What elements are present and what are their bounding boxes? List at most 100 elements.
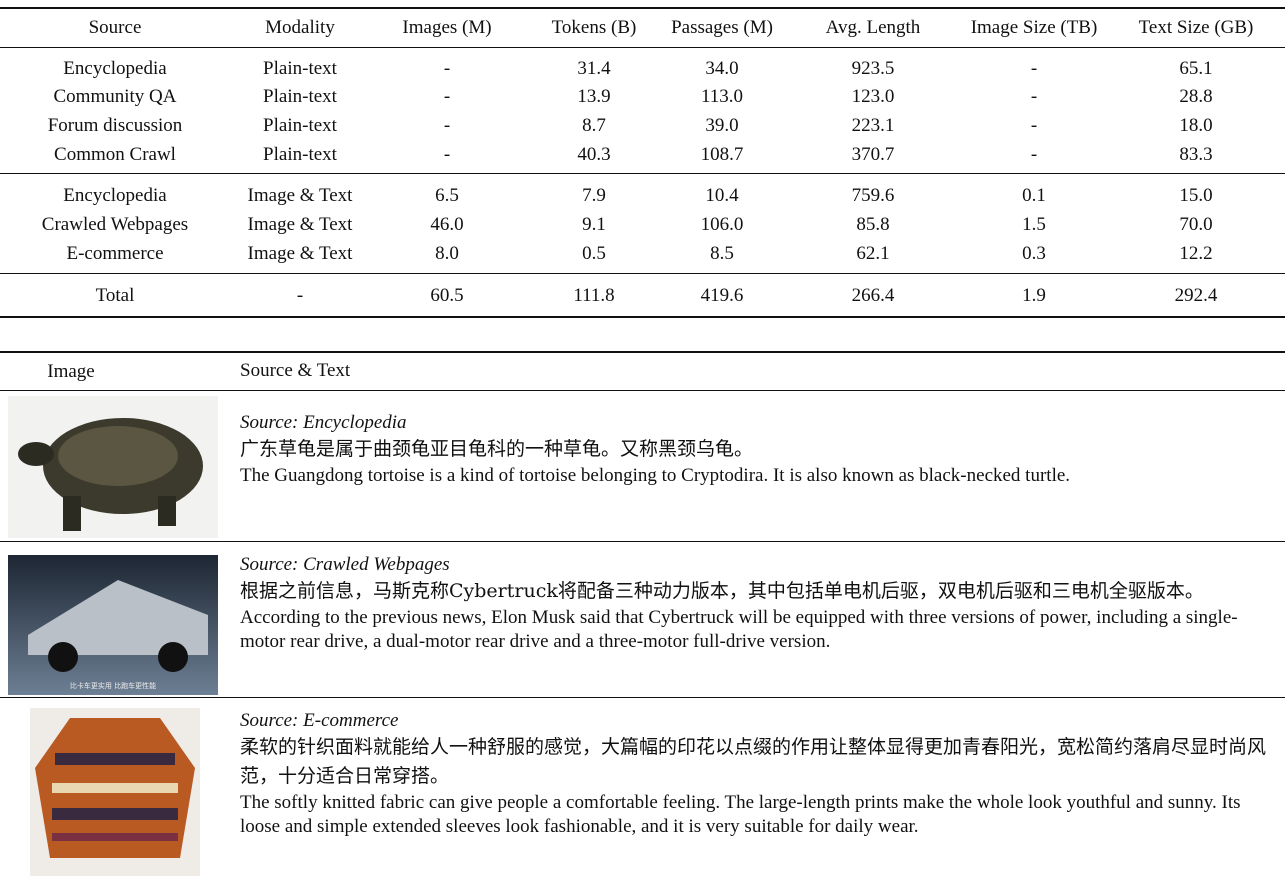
rule bbox=[0, 697, 1285, 698]
table-cell: Plain-text bbox=[263, 86, 337, 107]
table-cell: 8.0 bbox=[435, 243, 459, 264]
column-header: Images (M) bbox=[402, 17, 492, 38]
truck-image: 比卡车更实用 比跑车更性能 bbox=[8, 555, 218, 695]
table-cell: 31.4 bbox=[577, 58, 611, 79]
rule bbox=[0, 316, 1285, 318]
table-cell: Encyclopedia bbox=[63, 58, 167, 79]
table-cell: - bbox=[443, 115, 451, 136]
table-cell: Plain-text bbox=[263, 58, 337, 79]
table-cell: 70.0 bbox=[1179, 214, 1213, 235]
table-cell: 28.8 bbox=[1179, 86, 1213, 107]
table-cell: 85.8 bbox=[856, 214, 890, 235]
column-header: Avg. Length bbox=[825, 17, 921, 38]
column-header: Passages (M) bbox=[671, 17, 773, 38]
en-text: According to the previous news, Elon Mus… bbox=[240, 607, 1238, 652]
table-cell: 8.7 bbox=[582, 115, 606, 136]
column-header: Image bbox=[47, 361, 95, 382]
table-cell: 1.9 bbox=[1022, 285, 1046, 306]
table-cell: 106.0 bbox=[700, 214, 744, 235]
zh-text: 根据之前信息，马斯克称Cybertruck将配备三种动力版本，其中包括单电机后驱… bbox=[240, 580, 1204, 602]
rule bbox=[0, 7, 1285, 9]
table-cell: - bbox=[1030, 86, 1038, 107]
row-text: Source: Encyclopedia 广东草龟是属于曲颈龟亚目龟科的一种草龟。… bbox=[240, 411, 1280, 488]
column-header: Tokens (B) bbox=[551, 17, 637, 38]
table-cell: - bbox=[296, 285, 304, 306]
table-cell: Image & Text bbox=[247, 243, 353, 264]
table-cell: 39.0 bbox=[705, 115, 739, 136]
table-cell: 6.5 bbox=[435, 185, 459, 206]
table-cell: Plain-text bbox=[263, 144, 337, 165]
table-cell: E-commerce bbox=[66, 243, 164, 264]
table-cell: 18.0 bbox=[1179, 115, 1213, 136]
table-cell: 266.4 bbox=[851, 285, 895, 306]
table-cell: 9.1 bbox=[582, 214, 606, 235]
table-cell: 0.3 bbox=[1022, 243, 1046, 264]
table-cell: - bbox=[1030, 58, 1038, 79]
table-cell: Image & Text bbox=[247, 214, 353, 235]
source-label: Source: Encyclopedia bbox=[240, 412, 407, 433]
table-cell: 10.4 bbox=[705, 185, 739, 206]
rule bbox=[0, 351, 1285, 353]
column-header: Modality bbox=[265, 17, 335, 38]
table-cell: - bbox=[443, 86, 451, 107]
table-cell: Image & Text bbox=[247, 185, 353, 206]
source-label: Source: Crawled Webpages bbox=[240, 554, 450, 575]
table-cell: 8.5 bbox=[710, 243, 734, 264]
table-cell: 0.1 bbox=[1022, 185, 1046, 206]
table-cell: 1.5 bbox=[1022, 214, 1046, 235]
table-cell: Community QA bbox=[53, 86, 177, 107]
table-cell: 83.3 bbox=[1179, 144, 1213, 165]
row-text: Source: Crawled Webpages 根据之前信息，马斯克称Cyber… bbox=[240, 553, 1280, 654]
table-cell: 7.9 bbox=[582, 185, 606, 206]
table-cell: 15.0 bbox=[1179, 185, 1213, 206]
zh-text: 柔软的针织面料就能给人一种舒服的感觉，大篇幅的印花以点缀的作用让整体显得更加青春… bbox=[240, 736, 1267, 787]
row-text: Source: E-commerce 柔软的针织面料就能给人一种舒服的感觉，大篇幅… bbox=[240, 709, 1280, 839]
column-header: Text Size (GB) bbox=[1138, 17, 1254, 38]
table-cell: - bbox=[1030, 115, 1038, 136]
rule bbox=[0, 273, 1285, 274]
table-cell: 60.5 bbox=[430, 285, 464, 306]
table-cell: 123.0 bbox=[851, 86, 895, 107]
rule bbox=[0, 47, 1285, 48]
table-cell: Crawled Webpages bbox=[41, 214, 189, 235]
table-cell: Total bbox=[95, 285, 135, 306]
turtle-image bbox=[8, 396, 218, 538]
image-caption: 比卡车更实用 比跑车更性能 bbox=[70, 681, 156, 690]
table-cell: 223.1 bbox=[851, 115, 895, 136]
table-cell: - bbox=[443, 58, 451, 79]
table-cell: Common Crawl bbox=[54, 144, 176, 165]
rule bbox=[0, 173, 1285, 174]
source-label: Source: E-commerce bbox=[240, 710, 399, 731]
table-cell: 0.5 bbox=[582, 243, 606, 264]
column-header: Image Size (TB) bbox=[970, 17, 1098, 38]
table-cell: 62.1 bbox=[856, 243, 890, 264]
column-header: Source & Text bbox=[240, 360, 351, 381]
en-text: The Guangdong tortoise is a kind of tort… bbox=[240, 465, 1071, 486]
table-cell: 34.0 bbox=[705, 58, 739, 79]
rule bbox=[0, 390, 1285, 391]
sweater-image bbox=[30, 708, 200, 876]
column-header: Source bbox=[88, 17, 142, 38]
table-cell: 40.3 bbox=[577, 144, 611, 165]
table-cell: 46.0 bbox=[430, 214, 464, 235]
table-cell: 759.6 bbox=[851, 185, 895, 206]
table-cell: Forum discussion bbox=[47, 115, 183, 136]
table-cell: - bbox=[1030, 144, 1038, 165]
table-cell: 108.7 bbox=[700, 144, 744, 165]
table-cell: - bbox=[443, 144, 451, 165]
table-cell: 370.7 bbox=[851, 144, 895, 165]
table-cell: 419.6 bbox=[700, 285, 744, 306]
table-cell: 65.1 bbox=[1179, 58, 1213, 79]
table-cell: Encyclopedia bbox=[63, 185, 167, 206]
table-cell: 113.0 bbox=[700, 86, 744, 107]
table-cell: 292.4 bbox=[1174, 285, 1218, 306]
table-cell: 13.9 bbox=[577, 86, 611, 107]
table-cell: Plain-text bbox=[263, 115, 337, 136]
table-cell: 12.2 bbox=[1179, 243, 1213, 264]
rule bbox=[0, 541, 1285, 542]
table-cell: 111.8 bbox=[573, 285, 615, 306]
table-cell: 923.5 bbox=[851, 58, 895, 79]
en-text: The softly knitted fabric can give peopl… bbox=[240, 792, 1241, 837]
zh-text: 广东草龟是属于曲颈龟亚目龟科的一种草龟。又称黑颈乌龟。 bbox=[240, 438, 754, 460]
